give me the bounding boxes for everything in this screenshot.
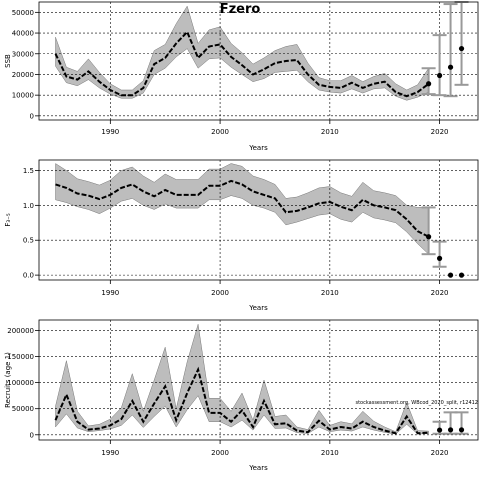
data-point: [426, 81, 432, 87]
confidence-band: [55, 324, 429, 435]
y-axis-label: Recruits (age 1): [4, 352, 12, 408]
y-tick-label: 100000: [7, 379, 34, 387]
x-tick-label: 2010: [321, 128, 339, 136]
series-line: [54, 30, 430, 98]
y-tick-label: 0: [30, 112, 34, 120]
y-axis-label: SSB: [4, 54, 12, 68]
x-tick-label: 2000: [211, 449, 229, 457]
y-tick-label: 50000: [12, 9, 34, 17]
data-point: [426, 234, 432, 240]
projection-point: [436, 255, 443, 261]
panel-3: 1990 2000 2010 2020 0 50000 100000 150000 200000…: [4, 319, 479, 472]
projection-point: [447, 272, 454, 278]
confidence-band: [55, 163, 429, 255]
x-axis-label: Years: [248, 464, 268, 472]
y-tick-label: 0.5: [23, 237, 34, 245]
y-axis-label: F₃₋₅: [4, 213, 12, 227]
projection-point: [458, 427, 465, 433]
plot-frame: [38, 1, 479, 121]
plot-frame: [38, 319, 479, 441]
x-tick-label: 1990: [101, 128, 119, 136]
x-axis-label: Years: [248, 144, 268, 152]
x-tick-label: 2020: [431, 449, 449, 457]
projection-point: [447, 427, 454, 433]
projection-point: [447, 64, 454, 70]
y-tick-label: 1.5: [23, 167, 34, 175]
y-tick-label: 10000: [12, 92, 34, 100]
y-tick-label: 20000: [12, 71, 34, 79]
projection-point: [458, 45, 465, 52]
y-tick-label: 0: [30, 431, 34, 439]
panel-2: 1990 2000 2010 2020 0.0 0.5 1.0 1.5 Years F₃₋₅: [4, 159, 479, 312]
y-tick-label: 200000: [7, 327, 34, 335]
chart-title: Fzero: [220, 2, 261, 17]
x-tick-label: 2020: [431, 128, 449, 136]
x-tick-label: 2000: [211, 289, 229, 297]
footnote: stockassessment.org, WBcod_2020_split, r…: [355, 400, 478, 406]
y-tick-label: 40000: [12, 30, 34, 38]
series-line: [55, 179, 430, 238]
x-tick-label: 2010: [321, 449, 339, 457]
y-tick-label: 0.0: [23, 272, 34, 280]
x-axis-label: Years: [248, 304, 268, 312]
projection-point: [458, 272, 465, 278]
confidence-band: [55, 5, 429, 101]
x-tick-label: 2000: [211, 128, 229, 136]
x-tick-label: 2010: [321, 289, 339, 297]
series-line: [54, 366, 429, 435]
y-tick-label: 50000: [12, 405, 34, 413]
projection-point: [436, 427, 443, 433]
y-tick-label: 150000: [7, 353, 34, 361]
x-tick-label: 2020: [431, 289, 449, 297]
y-tick-label: 1.0: [23, 202, 34, 210]
projection-point: [436, 72, 443, 79]
panel-1: 1990 2000 2010 2020 0 10000 20000 30000 40000 500…: [4, 1, 479, 152]
x-tick-label: 1990: [101, 289, 119, 297]
y-tick-label: 30000: [12, 50, 34, 58]
plot-frame: [38, 159, 479, 281]
x-tick-label: 1990: [101, 449, 119, 457]
